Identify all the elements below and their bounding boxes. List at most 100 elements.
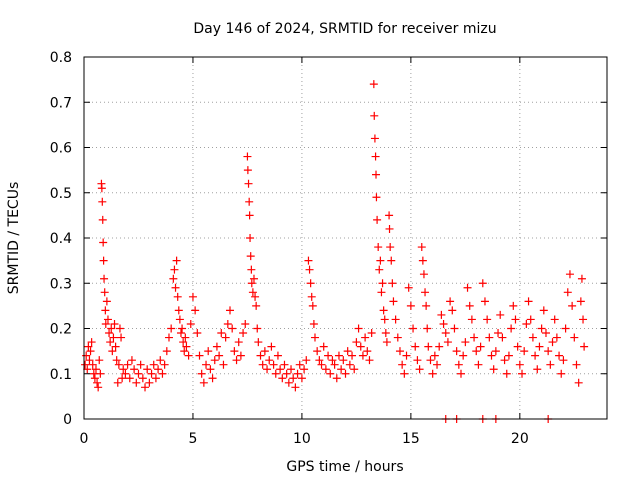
data-point-marker: [239, 329, 248, 338]
data-point-marker: [252, 301, 261, 310]
data-point-marker: [365, 356, 374, 365]
data-point-marker: [302, 356, 311, 365]
data-point-marker: [117, 333, 126, 342]
data-point-marker: [559, 356, 568, 365]
data-point-marker: [337, 365, 346, 374]
data-point-marker: [291, 383, 300, 392]
data-point-marker: [121, 369, 130, 378]
data-point-marker: [174, 306, 183, 315]
data-point-marker: [102, 297, 111, 306]
data-point-marker: [330, 360, 339, 369]
data-point-marker: [287, 365, 296, 374]
data-point-marker: [182, 342, 191, 351]
data-point-marker: [452, 347, 461, 356]
data-point-marker: [289, 374, 298, 383]
data-point-marker: [191, 306, 200, 315]
chart-title: Day 146 of 2024, SRMTID for receiver miz…: [193, 21, 496, 37]
data-point-marker: [385, 211, 394, 220]
data-point-marker: [108, 347, 117, 356]
data-point-marker: [515, 360, 524, 369]
data-point-marker: [107, 324, 116, 333]
data-point-marker: [114, 360, 123, 369]
data-point-marker: [374, 243, 383, 252]
y-tick-label: 0.5: [50, 186, 72, 202]
data-point-marker: [402, 351, 411, 360]
data-point-marker: [98, 197, 107, 206]
data-point-marker: [184, 351, 193, 360]
data-point-marker: [324, 351, 333, 360]
data-point-marker: [83, 365, 92, 374]
data-point-marker: [387, 256, 396, 265]
data-point-marker: [395, 347, 404, 356]
data-point-marker: [87, 338, 96, 347]
data-point-marker: [500, 356, 509, 365]
data-point-marker: [350, 365, 359, 374]
data-point-marker: [315, 356, 324, 365]
data-point-marker: [552, 333, 561, 342]
grid-lines: [84, 57, 607, 419]
x-tick-label: 0: [80, 431, 89, 447]
y-tick-label: 0: [63, 412, 72, 428]
data-point-marker: [409, 324, 418, 333]
data-point-marker: [176, 329, 185, 338]
data-point-marker: [230, 347, 239, 356]
data-point-marker: [243, 152, 252, 161]
y-tick-label: 0.4: [50, 231, 72, 247]
data-point-marker: [502, 369, 511, 378]
data-point-marker: [284, 378, 293, 387]
data-point-marker: [548, 338, 557, 347]
data-point-marker: [461, 338, 470, 347]
data-point-marker: [97, 184, 106, 193]
data-point-marker: [441, 329, 450, 338]
data-point-marker: [160, 360, 169, 369]
data-point-marker: [348, 351, 357, 360]
data-point-marker: [228, 324, 237, 333]
data-point-marker: [197, 369, 206, 378]
data-point-marker: [123, 360, 132, 369]
y-axis-label: SRMTID / TECUs: [6, 182, 22, 295]
x-tick-label: 15: [402, 431, 420, 447]
data-point-marker: [186, 319, 195, 328]
data-point-marker: [485, 333, 494, 342]
data-point-marker: [236, 351, 245, 360]
data-point-marker: [278, 374, 287, 383]
data-point-marker: [389, 297, 398, 306]
data-point-marker: [96, 369, 105, 378]
data-point-marker: [219, 360, 228, 369]
data-point-marker: [112, 356, 121, 365]
data-point-marker: [474, 360, 483, 369]
data-point-marker: [149, 360, 158, 369]
data-point-marker: [574, 378, 583, 387]
data-point-marker: [504, 351, 513, 360]
data-point-marker: [258, 360, 267, 369]
data-point-marker: [269, 360, 278, 369]
y-tick-label: 0.7: [50, 95, 72, 111]
data-point-marker: [101, 306, 110, 315]
data-point-marker: [99, 238, 108, 247]
data-point-marker: [110, 319, 119, 328]
data-point-marker: [215, 351, 224, 360]
data-point-marker: [136, 360, 145, 369]
data-point-marker: [358, 351, 367, 360]
data-point-marker: [223, 319, 232, 328]
data-point-marker: [339, 356, 348, 365]
data-point-marker: [308, 301, 317, 310]
data-point-marker: [134, 369, 143, 378]
data-point-marker: [273, 351, 282, 360]
data-point-marker: [483, 315, 492, 324]
data-point-marker: [179, 338, 188, 347]
data-point-marker: [372, 170, 381, 179]
data-point-marker: [428, 369, 437, 378]
data-point-marker: [369, 80, 378, 89]
data-point-marker: [175, 315, 184, 324]
data-point-marker: [520, 347, 529, 356]
data-point-marker: [167, 324, 176, 333]
data-point-marker: [533, 365, 542, 374]
data-point-marker: [256, 351, 265, 360]
data-point-marker: [101, 319, 110, 328]
data-point-marker: [437, 310, 446, 319]
data-point-marker: [375, 265, 384, 274]
data-point-marker: [226, 306, 235, 315]
data-point-marker: [354, 324, 363, 333]
